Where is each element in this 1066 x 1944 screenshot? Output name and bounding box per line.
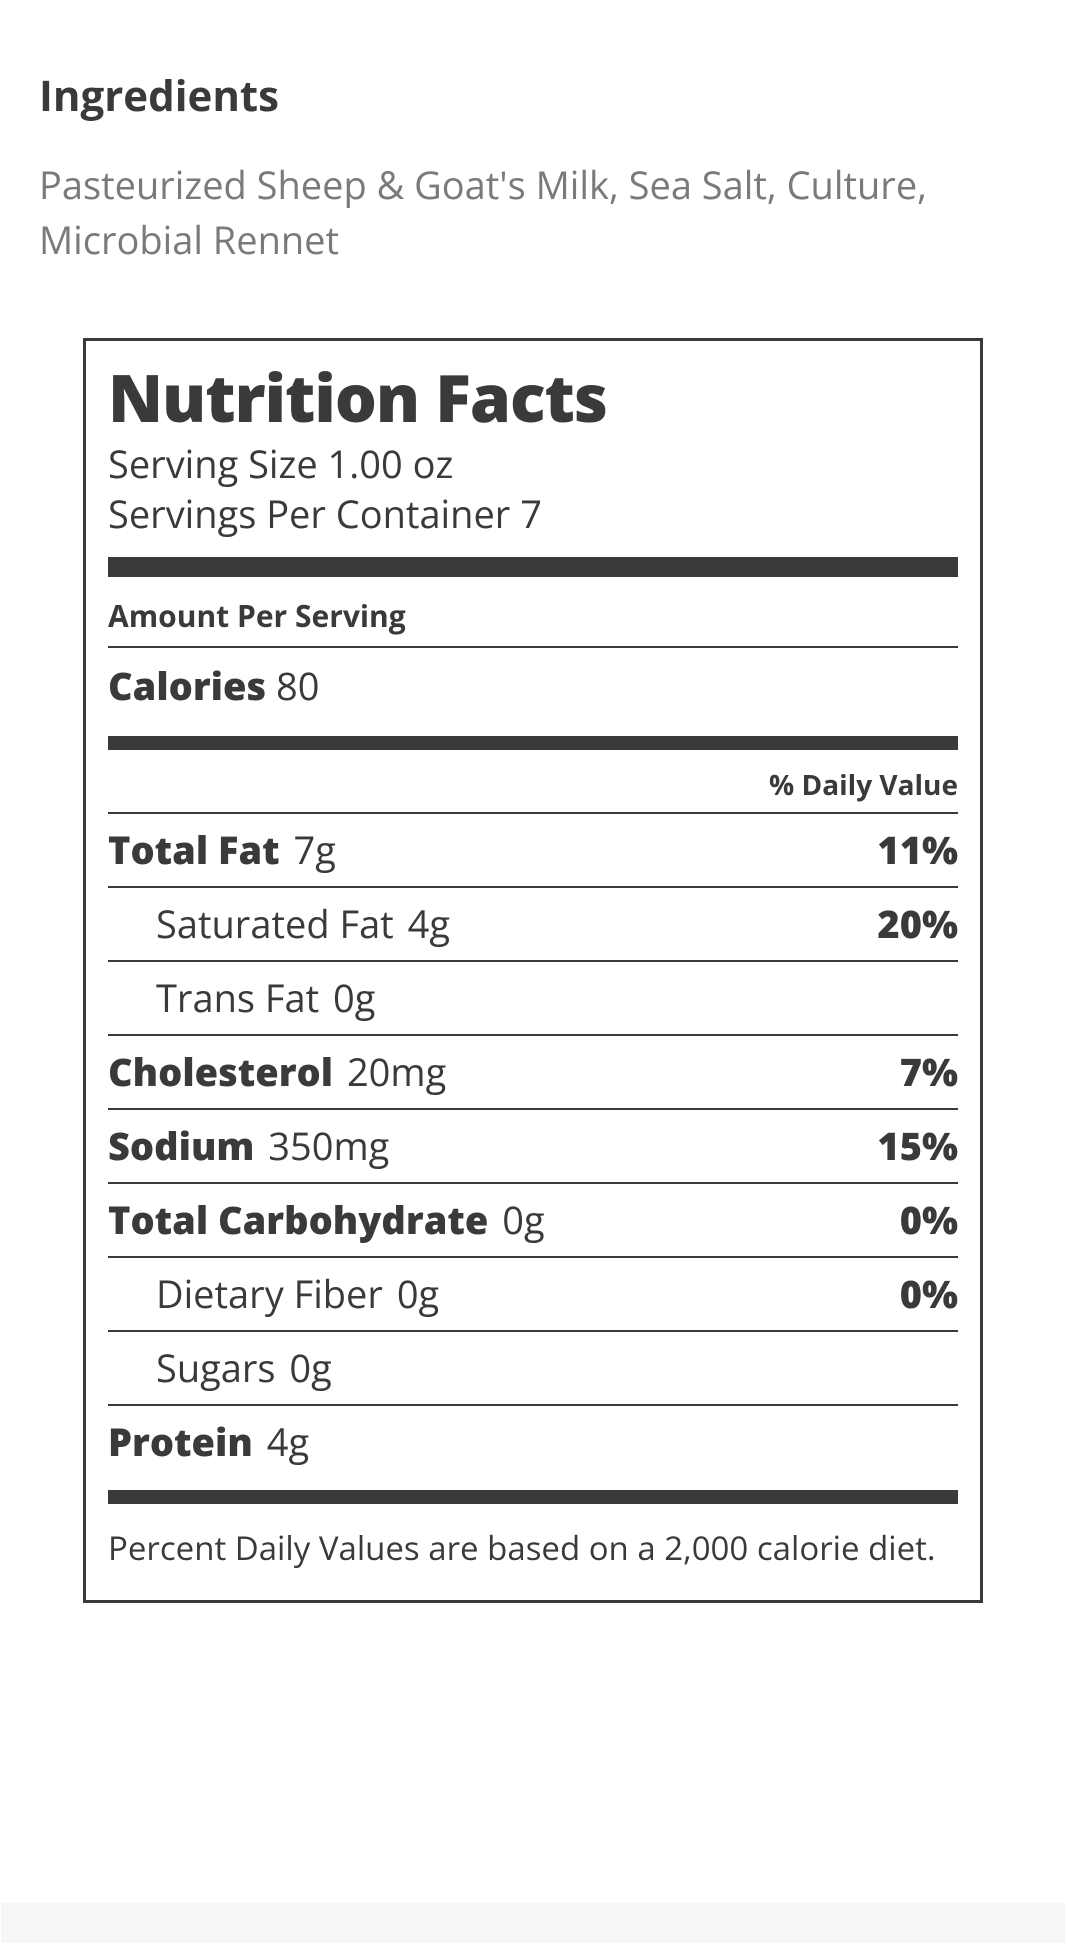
nutrient-row: Trans Fat 0g <box>108 962 958 1036</box>
calories-label: Calories <box>108 660 266 712</box>
nutrient-row: Total Fat 7g 11% <box>108 814 958 888</box>
thick-rule-bottom <box>108 1490 958 1504</box>
amount-per-serving-heading: Amount Per Serving <box>108 589 958 648</box>
nutrient-row: Cholesterol 20mg 7% <box>108 1036 958 1110</box>
nutrient-name: Protein <box>108 1416 253 1468</box>
nutrient-name: Trans Fat <box>156 972 319 1024</box>
nutrient-left: Sugars 0g <box>156 1342 332 1394</box>
nutrient-left: Dietary Fiber 0g <box>156 1268 439 1320</box>
servings-per-container-value: 7 <box>520 488 542 540</box>
nutrient-left: Trans Fat 0g <box>156 972 375 1024</box>
nutrition-facts-title: Nutrition Facts <box>108 363 958 432</box>
serving-size-value: 1.00 oz <box>328 438 454 490</box>
ingredients-text: Pasteurized Sheep & Goat's Milk, Sea Sal… <box>39 158 939 268</box>
nutrient-daily-value: 15% <box>877 1120 958 1172</box>
thick-rule-mid <box>108 736 958 750</box>
nutrient-daily-value: 11% <box>877 824 958 876</box>
calories-value: 80 <box>276 660 319 712</box>
nutrient-left: Sodium 350mg <box>108 1120 389 1172</box>
nutrient-name: Total Fat <box>108 824 280 876</box>
nutrition-facts-panel: Nutrition Facts Serving Size 1.00 oz Ser… <box>83 338 983 1603</box>
nutrient-row: Sodium 350mg 15% <box>108 1110 958 1184</box>
nutrient-daily-value: 0% <box>900 1268 958 1320</box>
nutrient-row: Dietary Fiber 0g 0% <box>108 1258 958 1332</box>
servings-per-container-label: Servings Per Container <box>108 488 510 540</box>
thick-rule-top <box>108 557 958 577</box>
nutrient-amount: 0g <box>289 1342 331 1394</box>
calories-row: Calories 80 <box>108 648 958 724</box>
nutrient-amount: 4g <box>408 898 450 950</box>
nutrient-daily-value: 20% <box>877 898 958 950</box>
nutrient-rows: Total Fat 7g 11% Saturated Fat 4g 20% Trans … <box>108 814 958 1478</box>
nutrient-name: Total Carbohydrate <box>108 1194 488 1246</box>
serving-size-label: Serving Size <box>108 438 318 490</box>
nutrient-name: Saturated Fat <box>156 898 394 950</box>
nutrient-row: Saturated Fat 4g 20% <box>108 888 958 962</box>
servings-per-container-line: Servings Per Container 7 <box>108 490 958 539</box>
nutrient-amount: 20mg <box>347 1046 446 1098</box>
nutrient-row: Protein 4g <box>108 1406 958 1478</box>
nutrient-name: Cholesterol <box>108 1046 333 1098</box>
nutrient-row: Sugars 0g <box>108 1332 958 1406</box>
nutrition-page: Ingredients Pasteurized Sheep & Goat's M… <box>0 0 1066 1944</box>
nutrient-amount: 7g <box>294 824 336 876</box>
nutrient-left: Total Carbohydrate 0g <box>108 1194 545 1246</box>
nutrient-name: Dietary Fiber <box>156 1268 383 1320</box>
nutrient-daily-value: 7% <box>900 1046 958 1098</box>
nutrient-left: Protein 4g <box>108 1416 309 1468</box>
ingredients-heading: Ingredients <box>39 67 1027 124</box>
nutrient-left: Total Fat 7g <box>108 824 336 876</box>
nutrient-name: Sodium <box>108 1120 254 1172</box>
daily-value-footnote: Percent Daily Values are based on a 2,00… <box>108 1514 958 1572</box>
nutrient-daily-value: 0% <box>900 1194 958 1246</box>
nutrient-left: Saturated Fat 4g <box>156 898 450 950</box>
nutrient-amount: 0g <box>397 1268 439 1320</box>
daily-value-header: % Daily Value <box>108 760 958 814</box>
nutrient-left: Cholesterol 20mg <box>108 1046 446 1098</box>
nutrient-amount: 0g <box>333 972 375 1024</box>
nutrient-amount: 350mg <box>268 1120 389 1172</box>
nutrient-row: Total Carbohydrate 0g 0% <box>108 1184 958 1258</box>
nutrient-amount: 0g <box>502 1194 544 1246</box>
serving-size-line: Serving Size 1.00 oz <box>108 440 958 489</box>
nutrient-amount: 4g <box>267 1416 309 1468</box>
nutrient-name: Sugars <box>156 1342 276 1394</box>
